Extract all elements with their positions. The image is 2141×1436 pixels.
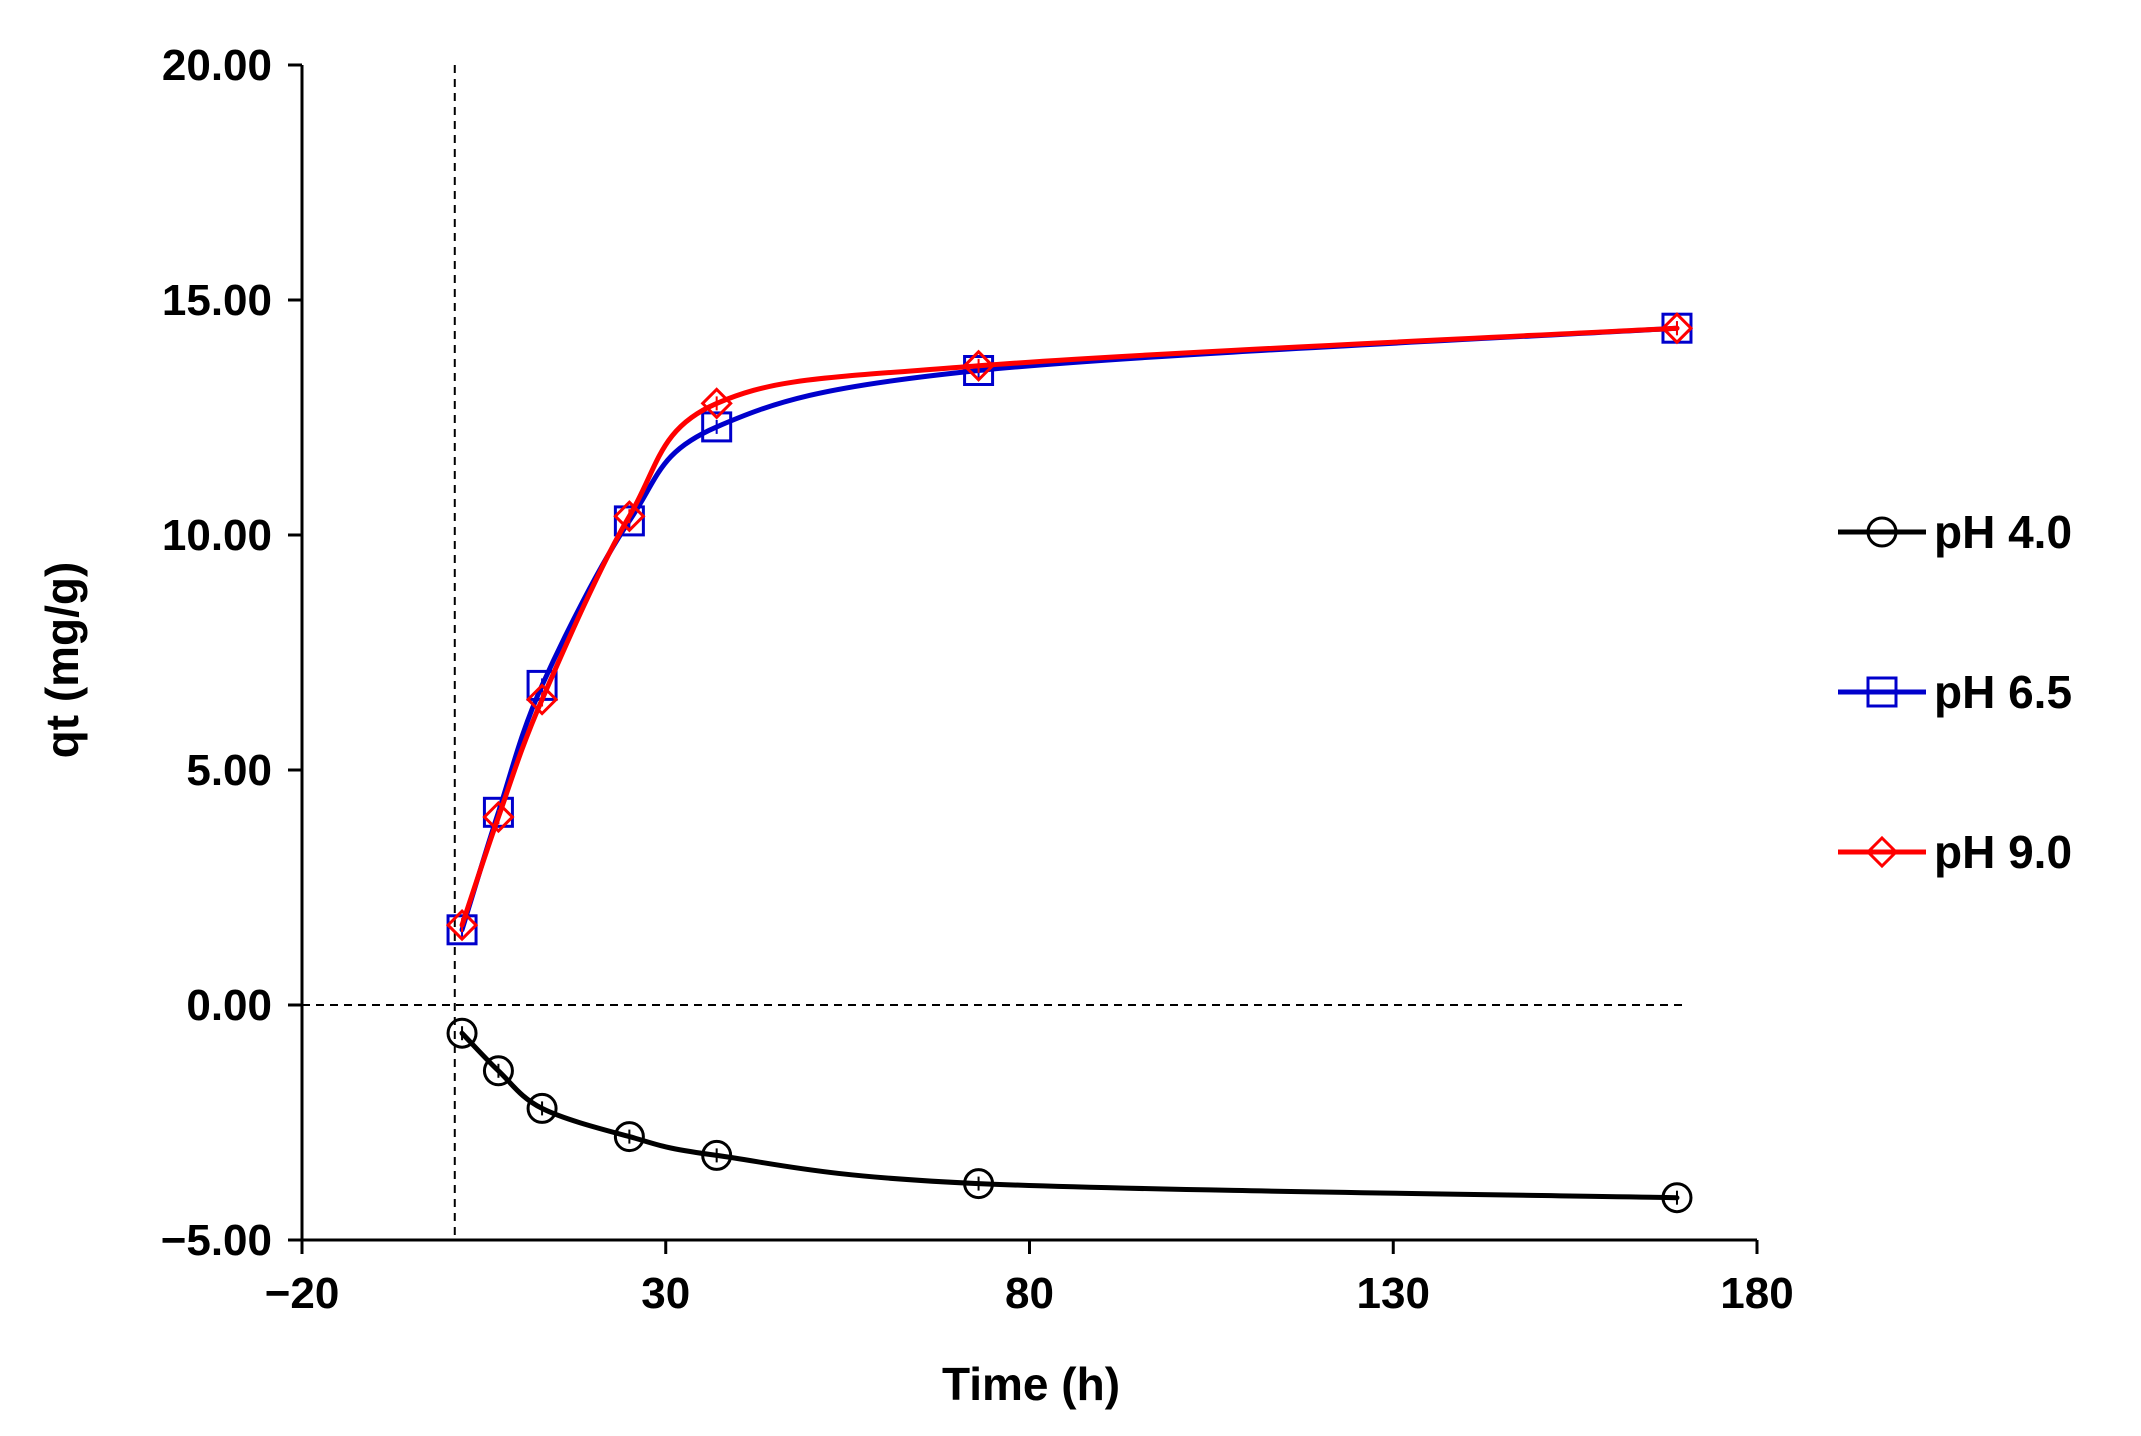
data-point-ph-4-0 (1661, 1182, 1693, 1214)
data-point-ph-6-5 (613, 505, 645, 537)
data-point-ph-4-0 (482, 1055, 514, 1087)
series-ph-6-5 (446, 312, 1693, 946)
data-point-ph-9-0 (482, 800, 515, 834)
legend-marker-ph-6-5 (1866, 676, 1898, 708)
data-point-ph-6-5 (482, 796, 514, 828)
data-point-ph-4-0 (446, 1017, 478, 1049)
series-line-ph-6-5 (459, 325, 1680, 933)
x-tick-label: 130 (1357, 1269, 1430, 1318)
legend-label-ph-9-0: pH 9.0 (1934, 826, 2072, 878)
series-ph-9-0 (445, 312, 1694, 942)
series-line-ph-9-0 (459, 325, 1680, 928)
legend-item-ph-9-0: pH 9.0 (1838, 826, 2072, 878)
data-point-ph-6-5 (701, 411, 733, 443)
data-point-ph-4-0 (613, 1121, 645, 1153)
data-point-ph-9-0 (445, 908, 479, 942)
data-point-ph-9-0 (1660, 312, 1694, 345)
y-tick-label: −5.00 (161, 1216, 272, 1265)
x-axis-title: Time (h) (942, 1358, 1120, 1410)
x-tick-label: 80 (1005, 1269, 1054, 1318)
y-tick-label: 5.00 (186, 746, 272, 795)
x-tick-label: −20 (265, 1269, 340, 1318)
legend-marker-ph-9-0 (1865, 835, 1899, 869)
series-line-ph-4-0 (459, 1030, 1680, 1201)
y-axis-title: qt (mg/g) (36, 562, 88, 759)
legend-item-ph-6-5: pH 6.5 (1838, 666, 2072, 718)
legend-label-ph-6-5: pH 6.5 (1934, 666, 2072, 718)
y-tick-label: 10.00 (162, 511, 272, 560)
data-point-ph-9-0 (700, 387, 733, 420)
y-tick-label: 0.00 (186, 981, 272, 1030)
data-point-ph-4-0 (963, 1168, 995, 1200)
x-tick-label: 30 (641, 1269, 690, 1318)
y-tick-label: 15.00 (162, 276, 272, 325)
data-point-ph-4-0 (526, 1092, 558, 1124)
legend-label-ph-4-0: pH 4.0 (1934, 506, 2072, 558)
data-point-ph-9-0 (525, 683, 559, 716)
data-point-ph-4-0 (701, 1139, 733, 1171)
data-point-ph-9-0 (613, 500, 646, 533)
data-point-ph-9-0 (962, 349, 995, 382)
series-ph-4-0 (446, 1017, 1693, 1214)
legend-marker-ph-4-0 (1866, 516, 1898, 548)
data-point-ph-6-5 (446, 914, 478, 946)
data-point-ph-6-5 (963, 355, 995, 386)
y-tick-label: 20.00 (162, 41, 272, 90)
legend-item-ph-4-0: pH 4.0 (1838, 506, 2072, 558)
x-tick-label: 180 (1720, 1269, 1793, 1318)
